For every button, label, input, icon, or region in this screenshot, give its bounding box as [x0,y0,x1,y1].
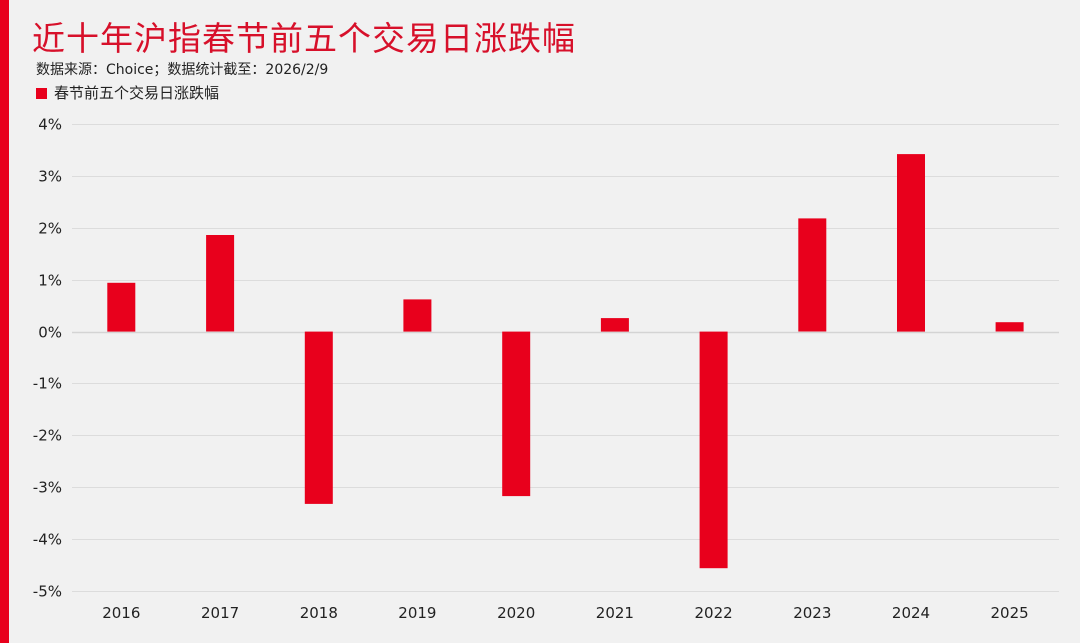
bar-2021 [600,318,629,332]
x-tick-label: 2019 [398,604,436,622]
bar-2025 [995,322,1024,332]
x-tick-label: 2020 [497,604,535,622]
y-tick-label: 0% [38,324,62,342]
y-tick-label: 1% [38,272,62,290]
y-tick-label: 4% [38,116,62,134]
y-tick-label: 2% [38,220,62,238]
chart-title: 近十年沪指春节前五个交易日涨跌幅 [32,19,576,58]
gridlines [72,124,1059,592]
x-axis-ticks: 2016 2017 2018 2019 2020 2021 2022 2023 2024 2025 [102,604,1028,622]
y-axis-ticks: 4% 3% 2% 1% 0% -1% -2% -3% -4% -5% [33,116,62,601]
y-tick-label: -1% [33,375,62,393]
x-tick-label: 2022 [695,604,733,622]
x-tick-label: 2023 [793,604,831,622]
x-tick-label: 2024 [892,604,930,622]
bar-2020 [502,331,531,497]
y-tick-label: -4% [33,531,62,549]
bar-2017 [206,235,235,332]
bar-2022 [699,331,728,569]
bar-2019 [403,299,432,332]
bars [107,154,1024,569]
x-tick-label: 2016 [102,604,140,622]
legend: 春节前五个交易日涨跌幅 [36,84,219,102]
x-tick-label: 2021 [596,604,634,622]
bar-2023 [798,218,827,332]
y-tick-label: -3% [33,479,62,497]
x-tick-label: 2018 [300,604,338,622]
bar-2024 [897,154,925,332]
x-tick-label: 2017 [201,604,239,622]
x-tick-label: 2025 [991,604,1029,622]
accent-side-bar [0,0,9,643]
legend-label: 春节前五个交易日涨跌幅 [54,84,220,102]
y-tick-label: -5% [33,583,62,601]
chart-subtitle: 数据来源：Choice；数据统计截至：2026/2/9 [36,62,329,78]
bar-2016 [107,282,136,332]
y-tick-label: 3% [38,168,62,186]
legend-swatch [36,87,47,99]
y-tick-label: -2% [33,427,62,445]
bar-2018 [304,331,333,504]
